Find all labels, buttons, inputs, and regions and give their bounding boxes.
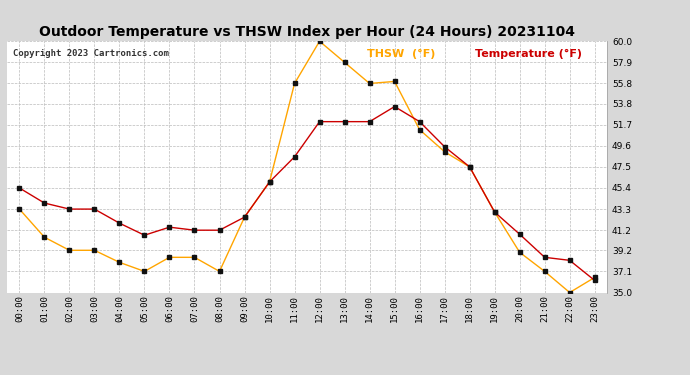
Text: THSW  (°F): THSW (°F): [367, 49, 435, 59]
Text: Temperature (°F): Temperature (°F): [475, 49, 582, 59]
Text: Copyright 2023 Cartronics.com: Copyright 2023 Cartronics.com: [13, 49, 169, 58]
Title: Outdoor Temperature vs THSW Index per Hour (24 Hours) 20231104: Outdoor Temperature vs THSW Index per Ho…: [39, 25, 575, 39]
